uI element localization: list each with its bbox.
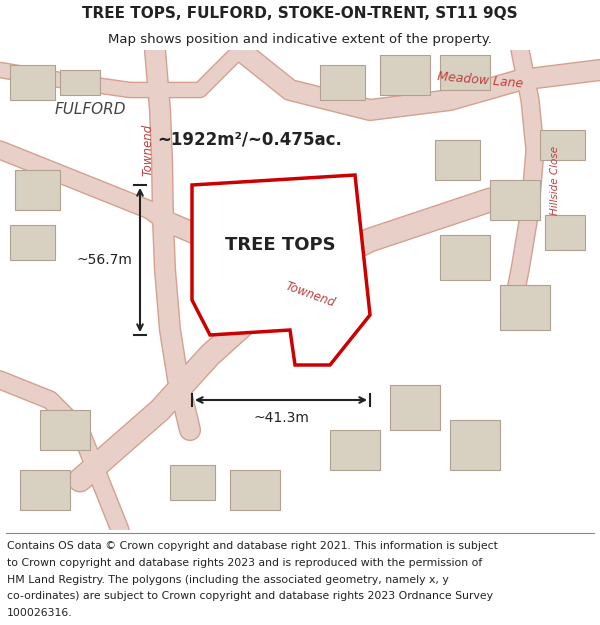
Polygon shape — [10, 225, 55, 260]
Text: Townend: Townend — [283, 280, 337, 310]
Polygon shape — [10, 65, 55, 100]
Polygon shape — [330, 430, 380, 470]
Polygon shape — [540, 130, 585, 160]
Text: Townend: Townend — [142, 124, 155, 176]
Polygon shape — [545, 215, 585, 250]
Polygon shape — [435, 140, 480, 180]
Polygon shape — [380, 55, 430, 95]
Text: Meadow Lane: Meadow Lane — [437, 70, 523, 90]
Polygon shape — [440, 235, 490, 280]
Polygon shape — [170, 465, 215, 500]
Polygon shape — [390, 385, 440, 430]
Polygon shape — [20, 470, 70, 510]
Polygon shape — [192, 175, 370, 365]
Text: co-ordinates) are subject to Crown copyright and database rights 2023 Ordnance S: co-ordinates) are subject to Crown copyr… — [7, 591, 493, 601]
Text: ~41.3m: ~41.3m — [253, 411, 309, 425]
Text: Contains OS data © Crown copyright and database right 2021. This information is : Contains OS data © Crown copyright and d… — [7, 541, 498, 551]
Polygon shape — [40, 410, 90, 450]
Text: ~56.7m: ~56.7m — [76, 253, 132, 267]
Text: TREE TOPS: TREE TOPS — [224, 236, 335, 254]
Text: ~1922m²/~0.475ac.: ~1922m²/~0.475ac. — [158, 131, 343, 149]
Polygon shape — [450, 420, 500, 470]
Text: Hillside Close: Hillside Close — [550, 146, 560, 214]
Polygon shape — [320, 65, 365, 100]
Polygon shape — [500, 285, 550, 330]
Text: TREE TOPS, FULFORD, STOKE-ON-TRENT, ST11 9QS: TREE TOPS, FULFORD, STOKE-ON-TRENT, ST11… — [82, 6, 518, 21]
Polygon shape — [230, 470, 280, 510]
Polygon shape — [490, 180, 540, 220]
Polygon shape — [440, 55, 490, 90]
Polygon shape — [60, 70, 100, 95]
Text: 100026316.: 100026316. — [7, 608, 73, 618]
Text: HM Land Registry. The polygons (including the associated geometry, namely x, y: HM Land Registry. The polygons (includin… — [7, 574, 449, 584]
Text: Map shows position and indicative extent of the property.: Map shows position and indicative extent… — [108, 32, 492, 46]
Polygon shape — [15, 170, 60, 210]
Text: FULFORD: FULFORD — [54, 102, 126, 118]
Text: to Crown copyright and database rights 2023 and is reproduced with the permissio: to Crown copyright and database rights 2… — [7, 558, 482, 568]
